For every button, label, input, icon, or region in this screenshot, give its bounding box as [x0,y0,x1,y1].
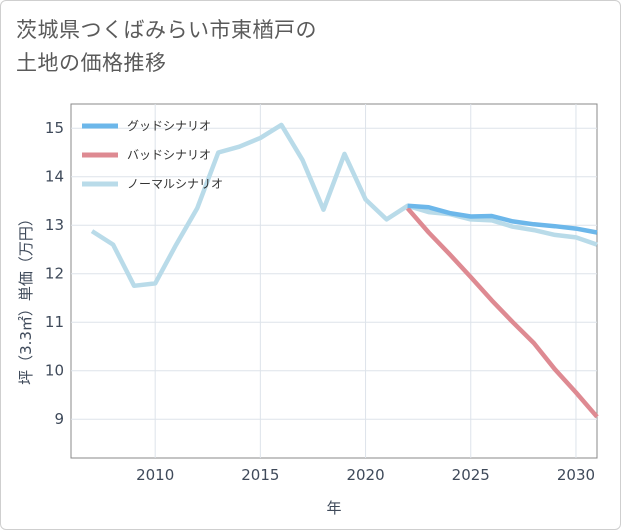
y-tick-label: 11 [45,313,64,331]
legend-label-1: バッドシナリオ [127,148,211,162]
chart-title-line2: 土地の価格推移 [16,51,167,75]
x-axis-title: 年 [326,499,341,517]
x-tick-label: 2030 [557,466,595,484]
legend-label-0: グッドシナリオ [127,119,211,133]
y-tick-label: 10 [45,362,64,380]
series-line-0 [407,203,598,235]
legend-label-2: ノーマルシナリオ [127,177,223,191]
y-tick-label: 15 [45,119,64,137]
series-layer [90,122,599,419]
y-tick-label: 9 [54,410,64,428]
series-line-1 [405,206,599,419]
chart-title-line1: 茨城県つくばみらい市東楢戸の [16,18,317,42]
y-tick-label: 14 [45,168,64,186]
y-tick-label: 13 [45,216,64,234]
x-tick-label: 2015 [241,466,279,484]
axis-ticks: 2010 2015 2020 2025 2030 9 10 11 12 13 14 15 [45,119,595,484]
y-tick-label: 12 [45,265,64,283]
chart-title: 茨城県つくばみらい市東楢戸の 土地の価格推移 [16,14,317,80]
x-tick-label: 2010 [136,466,174,484]
series-line-2 [90,122,598,289]
x-tick-label: 2020 [346,466,384,484]
x-tick-label: 2025 [452,466,490,484]
y-axis-title: 坪（3.3㎡）単価（万円） [17,211,35,385]
